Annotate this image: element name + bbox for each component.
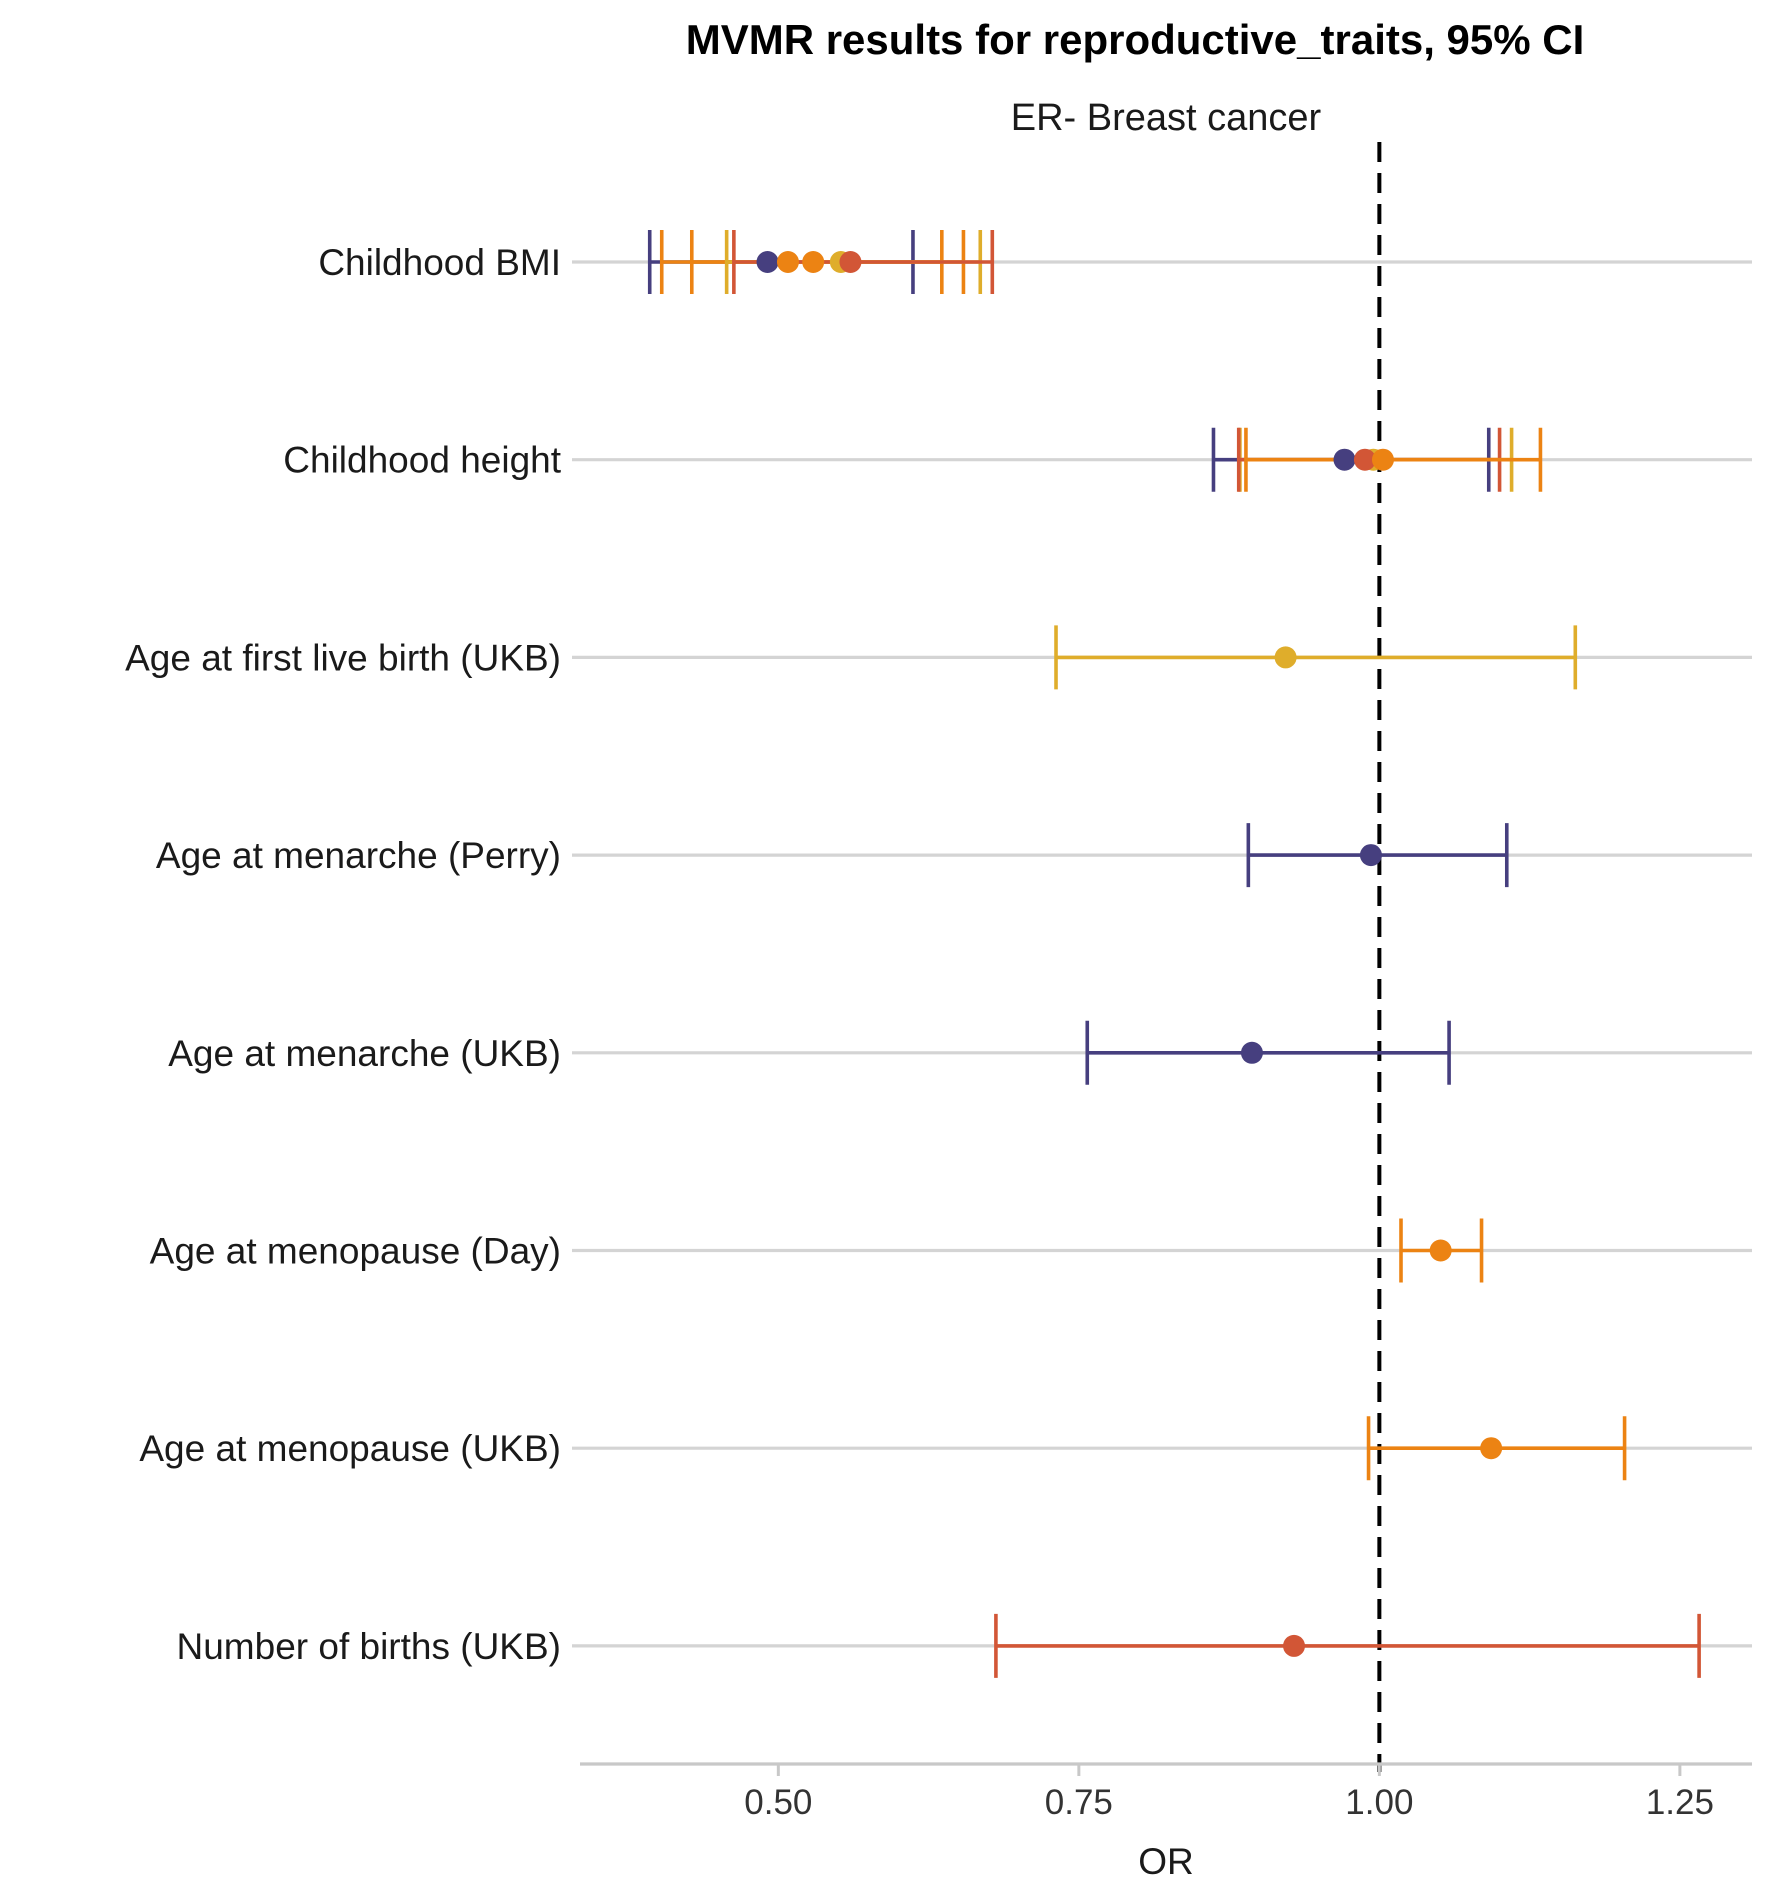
x-tick-label: 0.75 (1045, 1783, 1113, 1822)
facet-label: ER- Breast cancer (1011, 97, 1322, 139)
point-estimate (1480, 1437, 1503, 1460)
category-label: Childhood BMI (318, 242, 561, 283)
category-label: Age at menopause (Day) (150, 1231, 561, 1272)
point-estimate (1333, 448, 1356, 471)
grid-lines (572, 260, 1752, 1648)
x-tick-label: 0.50 (744, 1783, 812, 1822)
category-labels: Childhood BMI Childhood height Age at firs… (125, 242, 562, 1667)
confidence-interval (1054, 625, 1578, 690)
point-estimate (1274, 646, 1297, 669)
point-estimate (1371, 448, 1394, 471)
category-label: Age at menarche (Perry) (156, 835, 561, 876)
category-label: Number of births (UKB) (177, 1626, 562, 1667)
category-label: Childhood height (283, 440, 561, 481)
category-label: Age at first live birth (UKB) (125, 637, 561, 678)
category-label: Age at menarche (UKB) (168, 1033, 561, 1074)
x-tick-label: 1.25 (1646, 1783, 1714, 1822)
confidence-interval (994, 1613, 1701, 1678)
point-estimate (1283, 1634, 1306, 1657)
point-estimate (1359, 844, 1382, 867)
point-estimate (756, 251, 779, 273)
point-estimates (756, 251, 1503, 1657)
point-estimate (1353, 448, 1376, 471)
point-estimate (802, 251, 825, 273)
chart-title: MVMR results for reproductive_traits, 95… (686, 16, 1585, 63)
point-estimate (776, 251, 799, 273)
x-axis-label: OR (1138, 1841, 1194, 1882)
point-estimate (1429, 1239, 1452, 1262)
point-estimate (839, 251, 862, 273)
category-label: Age at menopause (UKB) (139, 1428, 561, 1469)
confidence-intervals (647, 230, 1701, 1678)
x-axis: 0.50 0.75 1.00 1.25 (580, 1762, 1752, 1822)
point-estimate (1240, 1041, 1263, 1064)
confidence-interval (1085, 1020, 1451, 1085)
x-tick-label: 1.00 (1345, 1783, 1413, 1822)
